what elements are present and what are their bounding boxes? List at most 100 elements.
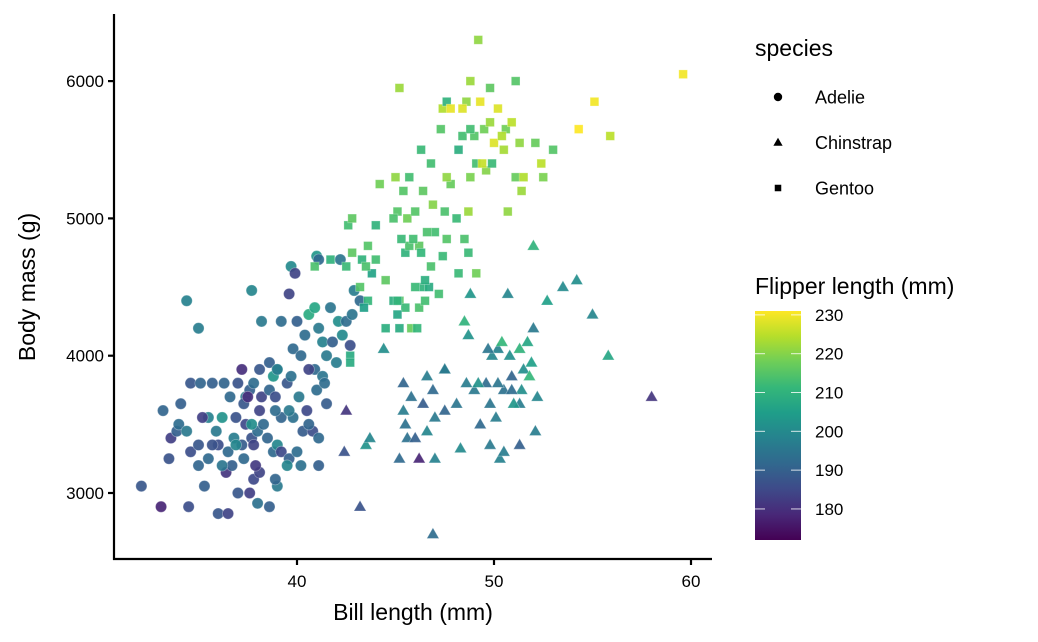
data-point-gentoo [589,96,600,107]
data-point-gentoo [493,103,503,114]
data-point-adelie [241,390,254,403]
data-point-chinstrap [363,430,377,443]
data-point-chinstrap [461,327,476,340]
data-point-gentoo [363,241,373,251]
data-point-adelie [255,315,268,328]
data-point-chinstrap [500,286,515,299]
data-point-adelie [192,438,205,451]
data-point-chinstrap [496,382,511,395]
data-point-gentoo [341,261,351,272]
data-point-gentoo [388,213,399,224]
data-point-gentoo [359,302,369,313]
data-point-gentoo [428,199,438,210]
data-point-gentoo [410,206,420,217]
data-point-adelie [182,500,195,513]
data-point-adelie [251,497,264,510]
data-point-gentoo [473,35,483,45]
data-point-gentoo [463,247,474,258]
data-point-gentoo [475,96,485,107]
data-point-chinstrap [489,410,503,423]
data-point-adelie [245,284,258,297]
data-point-adelie [269,404,282,417]
data-point-adelie [253,404,266,417]
data-point-chinstrap [556,279,570,292]
data-point-gentoo [489,138,499,148]
data-point-chinstrap [514,382,529,395]
data-point-adelie [253,363,266,376]
data-point-gentoo [463,206,474,217]
data-point-gentoo [367,268,377,279]
data-point-adelie [206,377,219,390]
data-point-adelie [275,315,288,328]
data-point-gentoo [438,251,448,261]
data-point-gentoo [485,83,495,93]
data-point-adelie [263,500,276,513]
points-layer [135,35,688,539]
data-point-gentoo [465,124,476,134]
data-point-adelie [184,445,197,458]
data-point-gentoo [459,234,470,244]
series-gentoo [309,35,688,368]
data-point-chinstrap [453,441,468,454]
data-point-adelie [312,322,325,335]
species-legend: species Adelie Chinstrap Gentoo [755,35,892,199]
data-point-adelie [229,438,242,451]
data-point-adelie [224,390,237,403]
colorbar-tick-label: 210 [815,384,843,403]
data-point-adelie [155,500,168,513]
data-point-chinstrap [485,348,499,361]
data-point-gentoo [345,357,355,368]
data-point-adelie [157,404,170,417]
data-point-adelie [196,411,209,424]
data-point-adelie [344,339,357,352]
data-point-chinstrap [463,286,478,299]
data-point-chinstrap [516,362,531,375]
data-point-chinstrap [467,382,482,395]
data-point-chinstrap [569,273,584,285]
data-point-gentoo [410,282,420,292]
data-point-chinstrap [337,444,352,457]
data-point-chinstrap [339,403,354,416]
data-point-chinstrap [428,410,442,423]
y-tick-label: 6000 [66,72,104,91]
data-point-adelie [247,377,260,390]
data-point-chinstrap [504,382,519,395]
data-point-gentoo [510,172,521,182]
data-point-chinstrap [481,341,495,354]
data-point-adelie [174,397,187,410]
data-point-adelie [192,459,205,472]
data-point-gentoo [371,254,381,265]
data-point-chinstrap [392,451,407,464]
data-point-chinstrap [530,389,545,402]
data-point-adelie [192,322,205,335]
colorbar-tick-label: 190 [815,461,843,480]
colorbar-legend-title: Flipper length (mm) [755,273,954,299]
species-legend-title: species [755,35,833,61]
data-point-gentoo [536,158,547,169]
data-point-chinstrap [520,334,535,347]
data-point-adelie [135,480,148,493]
data-point-chinstrap [601,348,616,361]
y-tick-label: 5000 [66,209,104,228]
data-point-adelie [269,473,282,486]
data-point-adelie [312,432,325,445]
data-point-adelie [292,390,305,403]
data-point-adelie [330,356,343,369]
data-point-gentoo [392,296,403,306]
data-point-gentoo [371,220,381,231]
data-point-chinstrap [504,369,519,381]
data-point-gentoo [465,172,476,182]
data-point-gentoo [518,172,529,182]
data-point-gentoo [573,124,584,134]
colorbar-tick-label: 180 [815,500,843,519]
data-point-adelie [235,363,248,376]
data-point-gentoo [390,172,401,182]
data-point-adelie [218,377,231,390]
data-point-gentoo [392,309,403,320]
data-point-adelie [289,267,302,280]
data-point-adelie [320,349,333,362]
data-point-chinstrap [502,348,517,361]
data-point-gentoo [441,234,452,244]
data-point-adelie [198,480,211,493]
